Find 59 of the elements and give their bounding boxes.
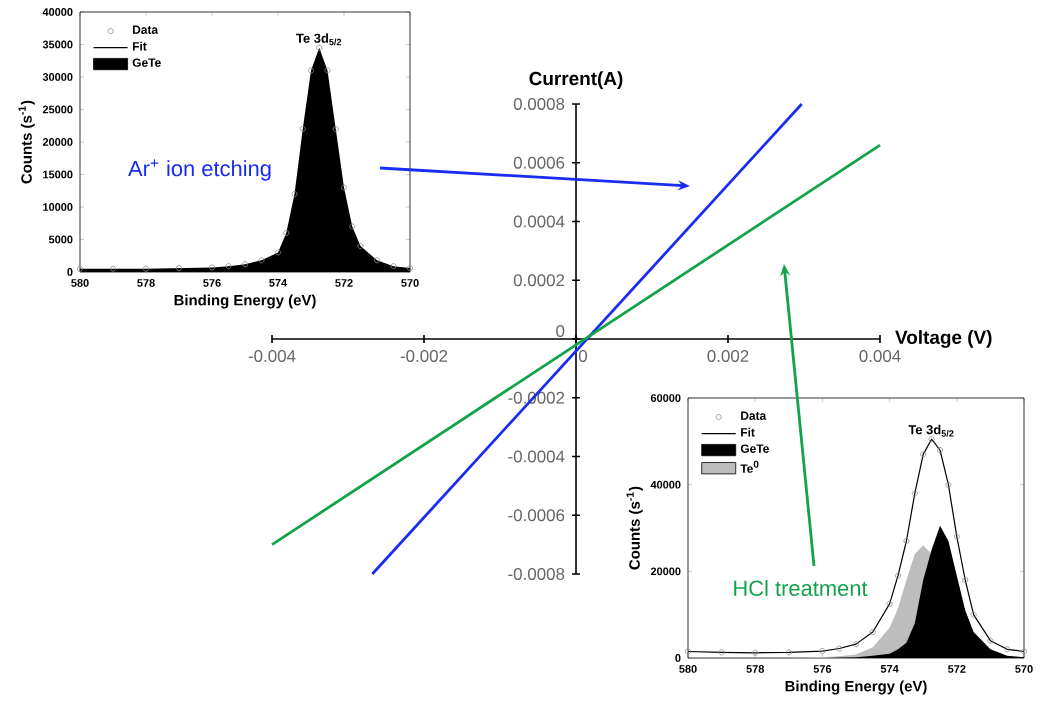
point [374, 257, 380, 264]
point [349, 223, 356, 230]
point [752, 649, 759, 656]
y-tick-label: 0 [556, 325, 565, 338]
point [886, 600, 893, 607]
point [299, 126, 306, 132]
y-axis-title: Current(A) [529, 71, 623, 89]
x-tick-label: 0.002 [707, 350, 749, 362]
point [225, 263, 232, 270]
y-tick-label: 0.0004 [513, 215, 565, 228]
point [291, 191, 298, 197]
point [937, 447, 943, 453]
x-tick-label: -0.004 [248, 350, 296, 362]
point [332, 126, 339, 132]
point [1004, 646, 1011, 653]
point [895, 572, 901, 579]
point [283, 230, 290, 236]
point [987, 637, 994, 644]
point [341, 184, 347, 191]
y-tick-label: -0.0008 [508, 568, 565, 580]
point [275, 249, 281, 256]
point [685, 648, 691, 655]
point [176, 265, 182, 272]
point [77, 265, 83, 272]
x-axis-title: Voltage (V) [895, 330, 992, 348]
annotation: HCl treatment [734, 579, 868, 597]
point [970, 611, 977, 618]
point [390, 263, 397, 270]
y-tick-label: -0.0004 [508, 450, 565, 463]
y-tick-label: 0.0008 [513, 98, 565, 110]
point [920, 451, 927, 458]
point [785, 649, 792, 656]
x-tick-label: -0.002 [400, 350, 448, 362]
y-tick-label: -0.0006 [508, 509, 565, 522]
point [911, 490, 918, 497]
point [819, 648, 826, 655]
point [836, 645, 843, 652]
point [258, 257, 265, 264]
point [407, 265, 413, 272]
x-tick-label: 0.004 [859, 350, 901, 362]
point [962, 577, 969, 583]
annotation: Ar$^{+}$ ion etching [128, 159, 271, 181]
point [1021, 648, 1027, 655]
point [209, 264, 215, 271]
point [945, 481, 952, 488]
point [953, 533, 960, 540]
point [357, 243, 364, 249]
point [903, 538, 910, 544]
point [853, 641, 859, 648]
point [718, 649, 725, 656]
point [110, 265, 116, 272]
point [242, 261, 248, 268]
point [324, 67, 331, 74]
point [869, 629, 876, 635]
point [143, 265, 149, 272]
point [308, 67, 314, 74]
x-tick-label: 0 [578, 350, 588, 362]
y-tick-label: 0.0002 [513, 274, 565, 287]
y-tick-label: 0.0006 [513, 156, 565, 169]
